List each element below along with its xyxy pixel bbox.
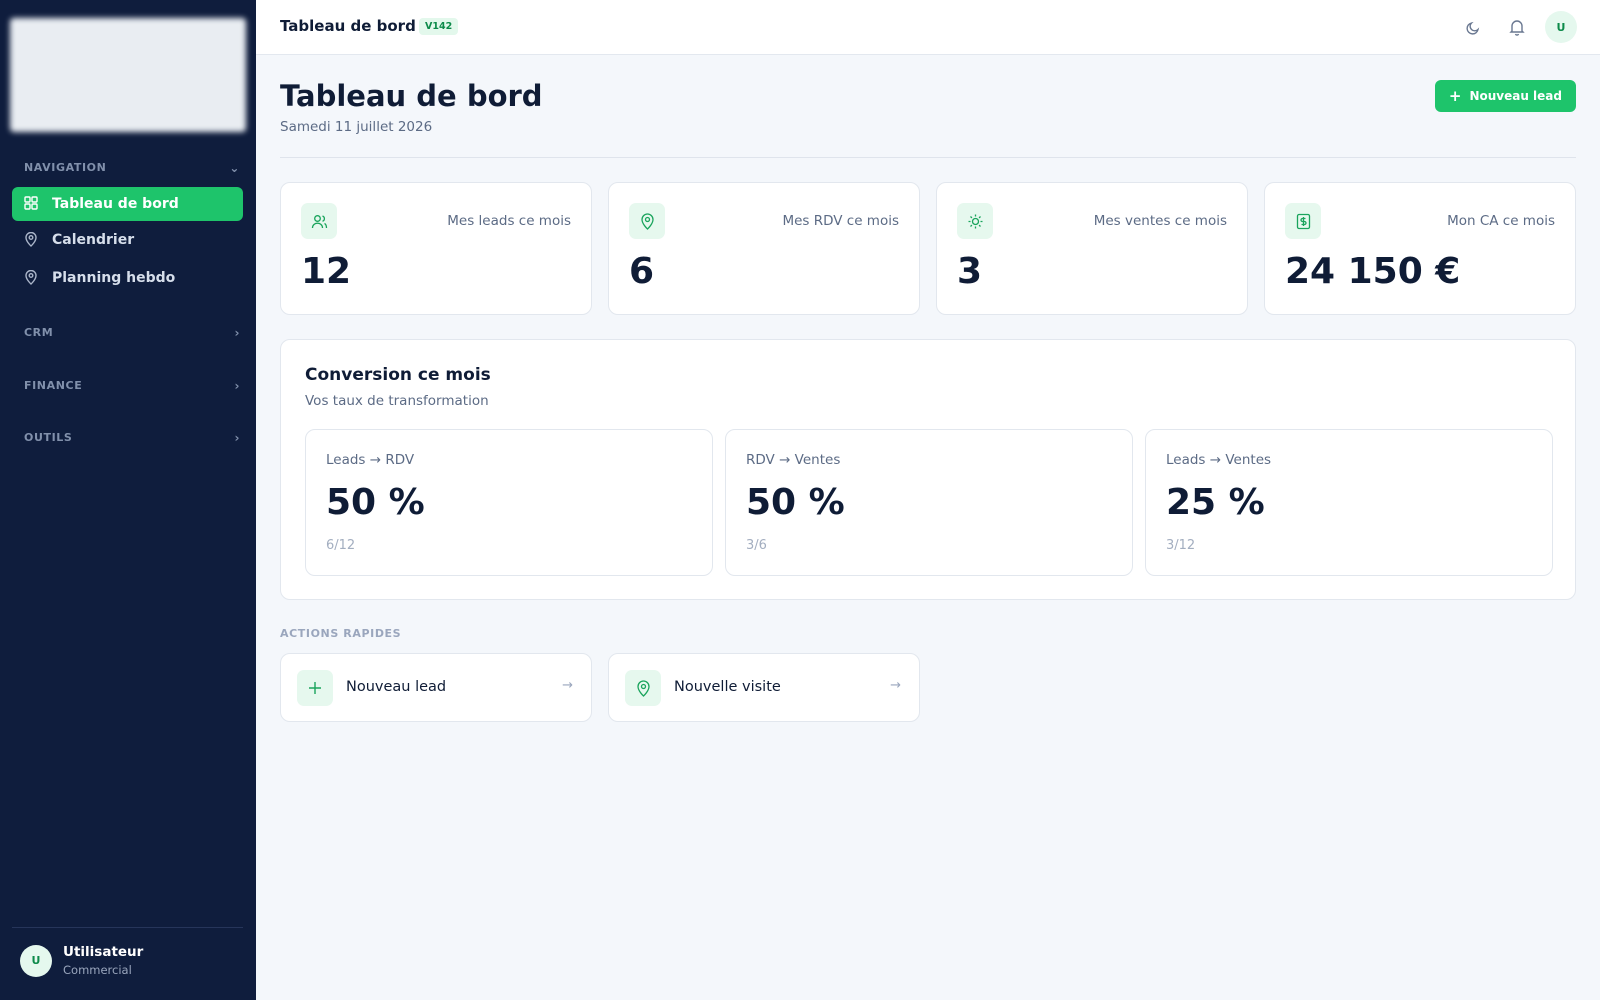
notifications[interactable] bbox=[1509, 19, 1525, 36]
user-profile[interactable]: U Utilisateur Commercial bbox=[12, 927, 243, 977]
nav-label: Tableau de bord bbox=[52, 196, 179, 212]
action-icon bbox=[625, 670, 661, 706]
action-label: Nouvelle visite bbox=[674, 679, 781, 695]
conversion-detail: 6/12 bbox=[326, 538, 356, 553]
stat-card: Mon CA ce mois 24 150 € bbox=[1264, 182, 1576, 315]
stat-icon bbox=[1285, 203, 1321, 239]
user-role: Commercial bbox=[63, 963, 132, 977]
nav-section[interactable]: FINANCE › bbox=[24, 379, 240, 393]
topbar: Tableau de bord V142 U bbox=[256, 0, 1600, 55]
quick-action[interactable]: Nouvelle visite → bbox=[608, 653, 920, 722]
quick-action[interactable]: Nouveau lead → bbox=[280, 653, 592, 722]
conversion-value: 25 % bbox=[1166, 482, 1265, 523]
user-name: Utilisateur bbox=[63, 944, 144, 960]
button-label: Nouveau lead bbox=[1469, 89, 1562, 103]
section-title: CRM bbox=[24, 326, 54, 339]
section-title: OUTILS bbox=[24, 431, 73, 444]
conversion-value: 50 % bbox=[326, 482, 425, 523]
action-arrow: → bbox=[890, 678, 901, 693]
new-lead-button[interactable]: + Nouveau lead bbox=[1434, 80, 1576, 112]
avatar: U bbox=[20, 944, 52, 977]
stat-label: Mon CA ce mois bbox=[1447, 213, 1555, 229]
version-badge: V142 bbox=[419, 18, 459, 35]
action-arrow: → bbox=[562, 678, 573, 693]
header-title: Tableau de bord bbox=[280, 17, 416, 35]
sidebar: NAVIGATION ⌄ Tableau de bord Calendrier P… bbox=[0, 0, 256, 1000]
page-title: Tableau de bord bbox=[280, 79, 543, 113]
section-title: NAVIGATION bbox=[24, 161, 107, 174]
nav-label: Planning hebdo bbox=[52, 270, 176, 286]
stat-value: 24 150 € bbox=[1285, 251, 1461, 292]
conversion-panel: Conversion ce mois Vos taux de transform… bbox=[280, 339, 1576, 600]
nav-label: Calendrier bbox=[52, 232, 135, 248]
conversion-label: Leads → Ventes bbox=[1166, 452, 1272, 468]
section-title: ACTIONS RAPIDES bbox=[280, 627, 402, 640]
conversion-card: RDV → Ventes 50 % 3/6 bbox=[725, 429, 1133, 576]
stat-label: Mes leads ce mois bbox=[447, 213, 571, 229]
stat-card: Mes RDV ce mois 6 bbox=[608, 182, 920, 315]
action-label: Nouveau lead bbox=[346, 679, 447, 695]
stat-label: Mes RDV ce mois bbox=[782, 213, 899, 229]
page-date: Samedi 11 juillet 2026 bbox=[280, 119, 433, 135]
stat-card: Mes leads ce mois 12 bbox=[280, 182, 592, 315]
action-icon bbox=[297, 670, 333, 706]
avatar[interactable]: U bbox=[1545, 11, 1577, 43]
conversion-label: RDV → Ventes bbox=[746, 452, 841, 468]
nav-section[interactable]: OUTILS › bbox=[24, 431, 240, 445]
theme-toggle[interactable] bbox=[1465, 20, 1481, 36]
stat-value: 12 bbox=[301, 251, 352, 292]
conversion-label: Leads → RDV bbox=[326, 452, 415, 468]
stat-value: 3 bbox=[957, 251, 983, 292]
nav-item[interactable]: Calendrier bbox=[12, 223, 243, 257]
nav-section[interactable]: NAVIGATION ⌄ bbox=[24, 161, 240, 175]
panel-title: Conversion ce mois bbox=[305, 365, 491, 385]
conversion-detail: 3/12 bbox=[1166, 538, 1196, 553]
stat-card: Mes ventes ce mois 3 bbox=[936, 182, 1248, 315]
stat-icon bbox=[301, 203, 337, 239]
conversion-card: Leads → RDV 50 % 6/12 bbox=[305, 429, 713, 576]
divider bbox=[280, 157, 1576, 158]
panel-subtitle: Vos taux de transformation bbox=[305, 393, 489, 409]
nav-item[interactable]: Planning hebdo bbox=[12, 261, 243, 295]
stat-icon bbox=[629, 203, 665, 239]
stat-icon bbox=[957, 203, 993, 239]
stat-value: 6 bbox=[629, 251, 655, 292]
nav-section[interactable]: CRM › bbox=[24, 326, 240, 340]
conversion-value: 50 % bbox=[746, 482, 845, 523]
conversion-detail: 3/6 bbox=[746, 538, 767, 553]
nav-item[interactable]: Tableau de bord bbox=[12, 187, 243, 221]
stat-label: Mes ventes ce mois bbox=[1093, 213, 1227, 229]
section-title: FINANCE bbox=[24, 379, 83, 392]
logo bbox=[10, 18, 246, 132]
conversion-card: Leads → Ventes 25 % 3/12 bbox=[1145, 429, 1553, 576]
